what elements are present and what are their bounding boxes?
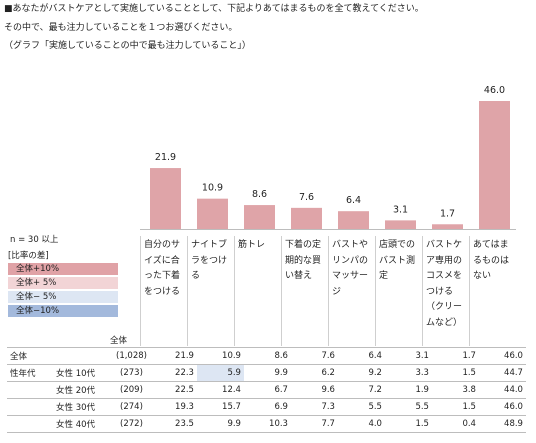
table-cell: 9.9 (227, 419, 241, 429)
bar-value-label-2: 8.6 (252, 189, 267, 200)
table-cell: 6.4 (368, 351, 382, 361)
table-cell: 5.5 (415, 402, 429, 412)
table-cell: 7.3 (321, 402, 335, 412)
bar-0 (150, 168, 181, 229)
bar-value-label-5: 3.1 (393, 204, 408, 215)
table-row: 女性 20代 (209) 22.5 12.4 6.7 9.6 7.2 1.9 3.8 44.0 (7, 381, 526, 399)
bar-chart: 21.9 10.9 8.6 7.6 6.4 3.1 1.7 46.0 (140, 85, 516, 230)
row-group-label (7, 416, 53, 433)
question-line-3: （グラフ「実施していることの中で最も注力していること」） (4, 41, 251, 51)
table-cell: 23.5 (175, 419, 194, 429)
question-line-2: その中で、最も注力していることを１つお選びください。 (4, 23, 238, 33)
table-cell: 7.7 (321, 419, 335, 429)
bar-value-label-0: 21.9 (155, 152, 176, 163)
table-cell: 3.1 (415, 351, 429, 361)
row-sample-size: (1,028) (116, 351, 147, 361)
table-cell: 1.5 (462, 402, 476, 412)
table-cell: 46.0 (504, 351, 523, 361)
table-cell: 1.5 (462, 368, 476, 378)
table-cell: 21.9 (175, 351, 194, 361)
table-cell: 0.4 (462, 419, 476, 429)
column-header-5: 店頭でのバスト測定 (375, 236, 422, 346)
legend-title: [比率の差] (8, 251, 49, 261)
table-cell: 22.5 (175, 385, 194, 395)
bar-6 (432, 224, 463, 229)
table-cell: 9.6 (321, 385, 335, 395)
row-group-label: 全体 (10, 352, 28, 362)
question-line-1: ■あなたがバストケアとして実施していることとして、下記よりあてはまるものを全て教… (4, 4, 424, 14)
column-header-1: ナイトブラをつける (187, 236, 234, 346)
bar-value-label-4: 6.4 (346, 195, 361, 206)
column-header-7: あてはまるものはない (469, 236, 516, 346)
bar-value-label-3: 7.6 (299, 192, 314, 203)
row-group-label (7, 382, 53, 399)
row-sample-size: (273) (120, 368, 143, 378)
table-cell: 1.7 (462, 351, 476, 361)
row-segment-label: 女性 20代 (56, 386, 96, 396)
table-cell: 10.3 (269, 419, 288, 429)
table-row: 女性 30代 (274) 19.3 15.7 6.9 7.3 5.5 5.5 1.5 46.0 (7, 398, 526, 416)
table-cell: 1.9 (415, 385, 429, 395)
row-segment-label: 女性 10代 (56, 369, 96, 379)
table-cell: 6.2 (321, 368, 335, 378)
table-cell: 44.7 (504, 368, 523, 378)
table-cell: 6.7 (274, 385, 288, 395)
bar-value-label-7: 46.0 (484, 85, 505, 96)
total-column-header: 全体 (110, 336, 128, 346)
table-cell: 12.4 (222, 385, 241, 395)
bar-3 (291, 207, 322, 229)
legend-item-plus5: 全体+ 5% (8, 277, 118, 289)
table-cell: 44.0 (504, 385, 523, 395)
table-cell: 3.8 (462, 385, 476, 395)
data-table: 全体 (1,028) 21.9 10.9 8.6 7.6 6.4 3.1 1.7 46.0 性年代女… (7, 347, 526, 433)
table-cell: 48.9 (504, 419, 523, 429)
table-cell: 1.5 (415, 419, 429, 429)
row-group-label (7, 399, 53, 416)
bar-1 (197, 198, 228, 229)
table-cell: 15.7 (222, 402, 241, 412)
column-header-4: バストやリンパのマッサージ (328, 236, 375, 346)
row-sample-size: (274) (120, 402, 143, 412)
table-cell: 5.5 (368, 402, 382, 412)
row-group-label: 性年代 (10, 369, 36, 379)
table-cell: 4.0 (368, 419, 382, 429)
table-cell: 19.3 (175, 402, 194, 412)
column-header-2: 筋トレ (234, 236, 281, 346)
bar-7 (479, 101, 510, 229)
row-segment-label: 女性 30代 (56, 403, 96, 413)
bar-value-label-1: 10.9 (202, 183, 223, 194)
table-cell: 9.2 (368, 368, 382, 378)
row-segment-label: 女性 40代 (56, 420, 96, 430)
row-sample-size: (272) (120, 419, 143, 429)
table-cell: 22.3 (175, 368, 194, 378)
table-row: 性年代 女性 10代 (273) 22.3 5.9 9.9 6.2 9.2 3.3 1.5 44.7 (7, 364, 526, 382)
bar-4 (338, 211, 369, 229)
sample-size-note: n = 30 以上 (10, 235, 59, 245)
row-sample-size: (209) (120, 385, 143, 395)
table-cell: 6.9 (274, 402, 288, 412)
table-cell: 8.6 (274, 351, 288, 361)
table-cell: 10.9 (222, 351, 241, 361)
bar-2 (244, 205, 275, 229)
bar-5 (385, 220, 416, 229)
column-header-3: 下着の定期的な買い替え (281, 236, 328, 346)
table-cell: 3.3 (415, 368, 429, 378)
table-cell: 46.0 (504, 402, 523, 412)
legend-item-plus10: 全体+10% (8, 263, 118, 275)
bar-value-label-6: 1.7 (440, 208, 455, 219)
table-cell: 9.9 (274, 368, 288, 378)
table-row: 全体 (1,028) 21.9 10.9 8.6 7.6 6.4 3.1 1.7 46.0 (7, 347, 526, 365)
table-row: 女性 40代 (272) 23.5 9.9 10.3 7.7 4.0 1.5 0.4 48.9 (7, 415, 526, 433)
legend-item-minus5: 全体− 5% (8, 291, 118, 303)
row-segment-label (53, 348, 113, 365)
table-cell: 7.2 (368, 385, 382, 395)
legend-item-minus10: 全体−10% (8, 305, 118, 317)
column-header-6: バストケア専用のコスメをつける（クリームなど） (422, 236, 469, 346)
column-header-0: 自分のサイズに合った下着をつける (140, 236, 187, 346)
table-cell: 5.9 (196, 364, 244, 382)
table-cell: 7.6 (321, 351, 335, 361)
